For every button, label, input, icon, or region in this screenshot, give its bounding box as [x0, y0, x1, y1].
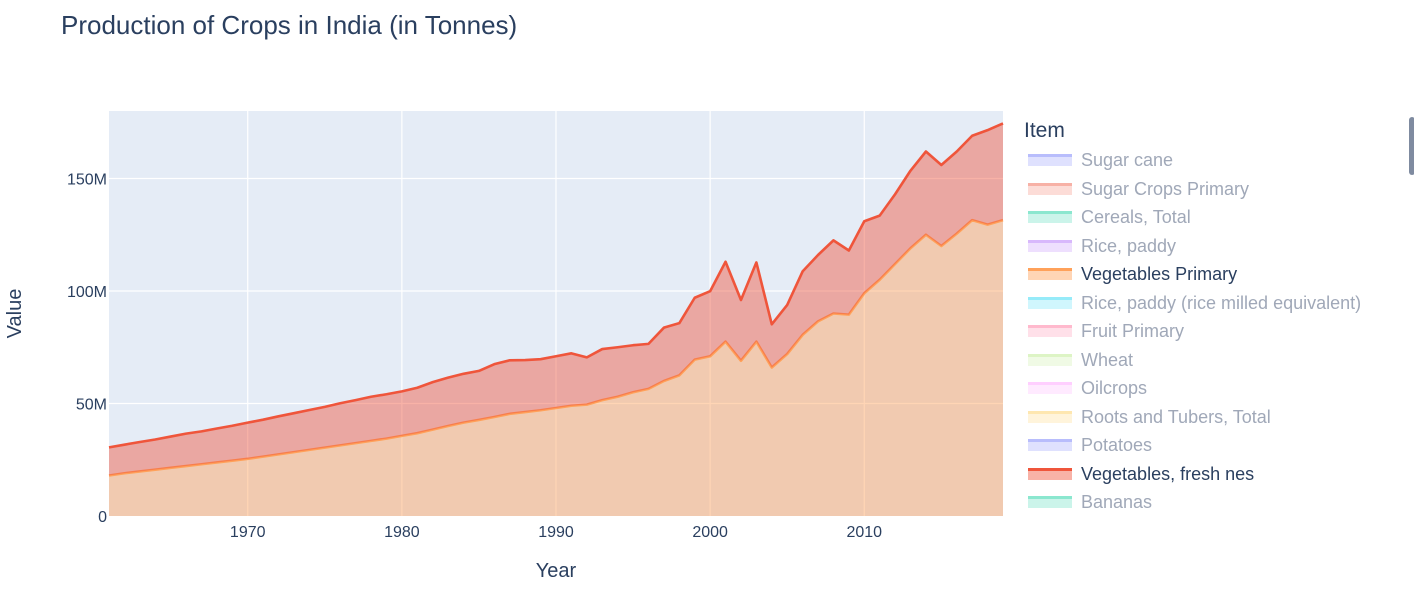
legend-item-vegetables-fresh-nes[interactable]: Vegetables, fresh nes [1024, 460, 1409, 489]
legend-item-cereals-total[interactable]: Cereals, Total [1024, 203, 1409, 232]
legend-swatch [1028, 325, 1072, 337]
legend-label: Rice, paddy (rice milled equivalent) [1081, 292, 1362, 313]
legend-label: Bananas [1081, 492, 1153, 512]
x-tick-label-1990: 1990 [538, 524, 574, 541]
legend-label: Sugar cane [1081, 150, 1174, 170]
y-tick-label-150M: 150M [67, 172, 107, 189]
legend-scrollbar[interactable] [1409, 117, 1414, 175]
legend-label: Vegetables Primary [1081, 264, 1238, 284]
line-vegetables-fresh-nes [108, 122, 1004, 449]
y-tick-label-50M: 50M [76, 397, 107, 414]
y-tick-label-0: 0 [98, 509, 107, 526]
legend-swatch [1028, 239, 1072, 252]
legend-title: Item [1024, 119, 1065, 142]
legend-item-wheat[interactable]: Wheat [1024, 346, 1409, 375]
legend-item-fruit-primary[interactable]: Fruit Primary [1024, 317, 1409, 346]
x-tick-label-1970: 1970 [230, 524, 266, 541]
legend-swatch [1028, 467, 1072, 480]
legend-item-rice-paddy-rice-milled-equivalent[interactable]: Rice, paddy (rice milled equivalent) [1024, 289, 1409, 318]
legend-item-vegetables-primary[interactable]: Vegetables Primary [1024, 260, 1409, 289]
y-axis-label: Value [4, 289, 26, 339]
legend-label: Wheat [1081, 349, 1134, 370]
legend-label: Oilcrops [1081, 378, 1148, 398]
x-tick-label-1980: 1980 [384, 524, 420, 541]
legend-item-potatoes[interactable]: Potatoes [1024, 431, 1409, 460]
legend-label: Cereals, Total [1081, 207, 1191, 227]
x-tick-label-2000: 2000 [692, 524, 728, 541]
legend-swatch [1028, 496, 1072, 508]
legend-item-sugar-cane[interactable]: Sugar cane [1024, 146, 1409, 175]
legend-label: Roots and Tubers, Total [1081, 406, 1271, 427]
legend-swatch [1028, 211, 1072, 223]
area-vegetables-primary [109, 220, 1003, 516]
y-tick-label-100M: 100M [67, 284, 107, 301]
legend-swatch [1028, 268, 1072, 280]
line-vegetables-primary [108, 218, 1004, 477]
legend-swatch [1028, 353, 1072, 366]
legend-label: Fruit Primary [1081, 321, 1184, 341]
legend-swatch [1028, 439, 1072, 451]
legend-swatch [1028, 182, 1072, 195]
legend-label: Potatoes [1081, 435, 1153, 455]
x-tick-label-2010: 2010 [846, 524, 882, 541]
area-vegetables-fresh-nes [109, 123, 1003, 476]
legend-item-roots-and-tubers-total[interactable]: Roots and Tubers, Total [1024, 403, 1409, 432]
legend-label: Rice, paddy [1081, 235, 1177, 256]
legend-swatch [1028, 296, 1072, 309]
legend-item-sugar-crops-primary[interactable]: Sugar Crops Primary [1024, 175, 1409, 204]
legend-swatch [1028, 154, 1072, 166]
legend-swatch [1028, 410, 1072, 423]
legend-item-rice-paddy[interactable]: Rice, paddy [1024, 232, 1409, 261]
legend-swatch [1028, 382, 1072, 394]
legend-item-bananas[interactable]: Bananas [1024, 488, 1409, 517]
legend-label: Vegetables, fresh nes [1081, 463, 1255, 484]
chart-title: Production of Crops in India (in Tonnes) [61, 10, 518, 40]
legend: Item Sugar cane Sugar Crops Primary Cereal… [1024, 116, 1409, 517]
legend-label: Sugar Crops Primary [1081, 178, 1250, 199]
legend-item-oilcrops[interactable]: Oilcrops [1024, 374, 1409, 403]
x-axis-label: Year [536, 560, 577, 582]
